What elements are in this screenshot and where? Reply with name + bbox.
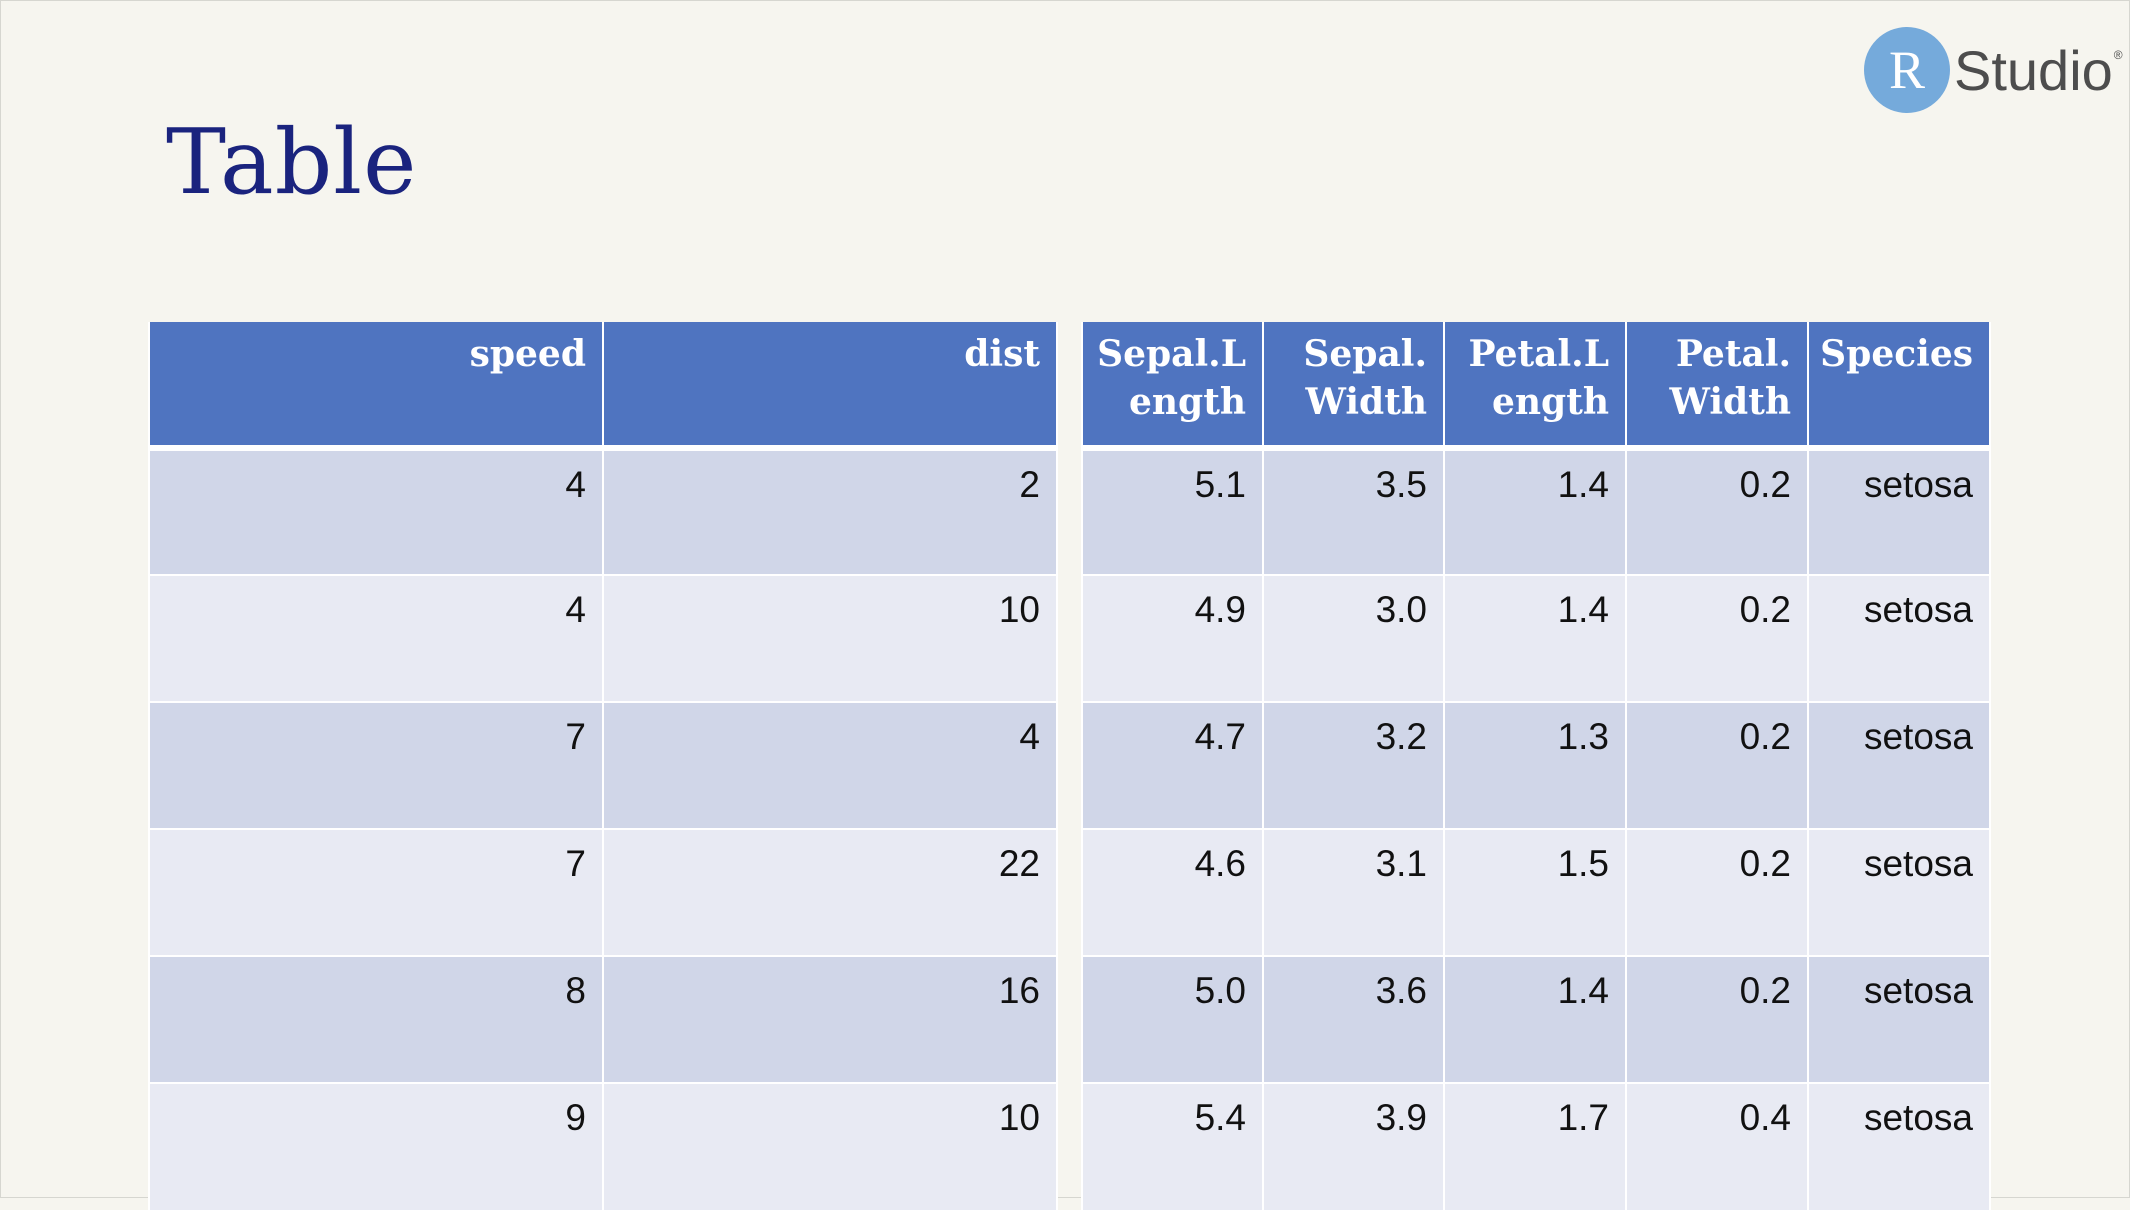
cars-column-header: speed bbox=[148, 322, 604, 451]
iris-table-row: 5.1 3.5 1.4 0.2 setosa bbox=[1081, 447, 1991, 575]
rstudio-logo-text: Studio bbox=[1954, 38, 2113, 102]
cars-cell: 10 bbox=[602, 574, 1058, 702]
iris-cell: 4.7 bbox=[1081, 701, 1264, 829]
cars-cell: 7 bbox=[148, 828, 604, 956]
iris-column-header: Petal.Length bbox=[1443, 322, 1627, 451]
iris-column-header: Sepal.Width bbox=[1262, 322, 1445, 451]
cars-table-row: 7 22 bbox=[148, 828, 1058, 956]
iris-cell: setosa bbox=[1807, 828, 1991, 956]
iris-cell: 3.5 bbox=[1262, 447, 1445, 575]
cars-table-row: 7 4 bbox=[148, 701, 1058, 829]
iris-cell: 3.0 bbox=[1262, 574, 1445, 702]
rstudio-logo-registered-mark: ® bbox=[2113, 48, 2123, 62]
iris-cell: 0.2 bbox=[1625, 447, 1809, 575]
iris-table: Sepal.Length Sepal.Width Petal.Length Pe… bbox=[1081, 322, 1991, 1210]
rstudio-logo-circle: R bbox=[1864, 27, 1950, 113]
cars-table-row: 9 10 bbox=[148, 1082, 1058, 1210]
cars-cell: 10 bbox=[602, 1082, 1058, 1210]
cars-cell: 2 bbox=[602, 447, 1058, 575]
iris-cell: 1.4 bbox=[1443, 955, 1627, 1083]
iris-cell: setosa bbox=[1807, 1082, 1991, 1210]
iris-column-header: Petal.Width bbox=[1625, 322, 1809, 451]
iris-cell: 0.2 bbox=[1625, 574, 1809, 702]
iris-cell: 3.6 bbox=[1262, 955, 1445, 1083]
iris-cell: 1.4 bbox=[1443, 447, 1627, 575]
cars-column-header: dist bbox=[602, 322, 1058, 451]
iris-table-row: 5.4 3.9 1.7 0.4 setosa bbox=[1081, 1082, 1991, 1210]
iris-cell: 3.9 bbox=[1262, 1082, 1445, 1210]
cars-cell: 16 bbox=[602, 955, 1058, 1083]
cars-cell: 22 bbox=[602, 828, 1058, 956]
cars-table-row: 4 10 bbox=[148, 574, 1058, 702]
iris-cell: 4.9 bbox=[1081, 574, 1264, 702]
iris-cell: 0.4 bbox=[1625, 1082, 1809, 1210]
iris-cell: 5.4 bbox=[1081, 1082, 1264, 1210]
iris-cell: 1.4 bbox=[1443, 574, 1627, 702]
cars-cell: 4 bbox=[148, 574, 604, 702]
iris-table-header-row: Sepal.Length Sepal.Width Petal.Length Pe… bbox=[1081, 322, 1991, 451]
cars-cell: 7 bbox=[148, 701, 604, 829]
iris-cell: setosa bbox=[1807, 447, 1991, 575]
iris-column-header: Species bbox=[1807, 322, 1991, 451]
iris-cell: 0.2 bbox=[1625, 955, 1809, 1083]
cars-cell: 4 bbox=[148, 447, 604, 575]
iris-cell: 3.2 bbox=[1262, 701, 1445, 829]
page-title: Table bbox=[166, 110, 418, 215]
iris-cell: 5.0 bbox=[1081, 955, 1264, 1083]
iris-column-header: Sepal.Length bbox=[1081, 322, 1264, 451]
iris-cell: setosa bbox=[1807, 701, 1991, 829]
cars-cell: 9 bbox=[148, 1082, 604, 1210]
cars-table-row: 8 16 bbox=[148, 955, 1058, 1083]
iris-cell: 4.6 bbox=[1081, 828, 1264, 956]
iris-cell: 1.3 bbox=[1443, 701, 1627, 829]
iris-cell: 3.1 bbox=[1262, 828, 1445, 956]
cars-table-header-row: speed dist bbox=[148, 322, 1058, 451]
iris-cell: 0.2 bbox=[1625, 701, 1809, 829]
iris-cell: 0.2 bbox=[1625, 828, 1809, 956]
iris-cell: setosa bbox=[1807, 574, 1991, 702]
cars-cell: 4 bbox=[602, 701, 1058, 829]
iris-table-row: 5.0 3.6 1.4 0.2 setosa bbox=[1081, 955, 1991, 1083]
iris-cell: 1.5 bbox=[1443, 828, 1627, 956]
iris-table-row: 4.9 3.0 1.4 0.2 setosa bbox=[1081, 574, 1991, 702]
iris-cell: 5.1 bbox=[1081, 447, 1264, 575]
rstudio-logo: R Studio ® bbox=[1864, 26, 2123, 114]
iris-table-row: 4.7 3.2 1.3 0.2 setosa bbox=[1081, 701, 1991, 829]
iris-cell: setosa bbox=[1807, 955, 1991, 1083]
cars-table-row: 4 2 bbox=[148, 447, 1058, 575]
iris-cell: 1.7 bbox=[1443, 1082, 1627, 1210]
cars-cell: 8 bbox=[148, 955, 604, 1083]
cars-table: speed dist 4 2 4 10 7 4 7 22 8 16 9 10 bbox=[148, 322, 1058, 1210]
iris-table-row: 4.6 3.1 1.5 0.2 setosa bbox=[1081, 828, 1991, 956]
